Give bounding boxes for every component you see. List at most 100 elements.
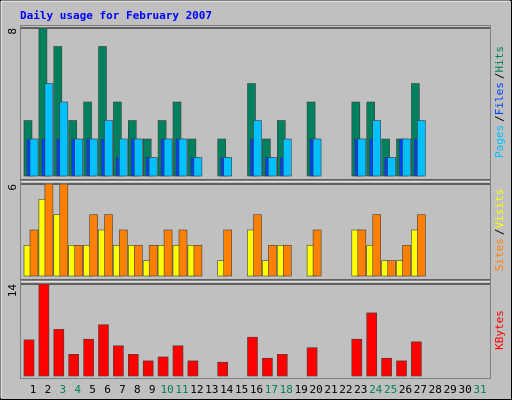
x-tick-label: 19 <box>295 383 308 396</box>
bar <box>372 120 382 177</box>
legend-separator: / <box>493 115 506 122</box>
x-tick-label: 17 <box>265 383 278 396</box>
bar <box>223 229 232 277</box>
x-tick-label: 14 <box>220 383 234 396</box>
bar <box>402 138 411 177</box>
bar <box>83 338 94 377</box>
x-tick-label: 5 <box>89 383 96 396</box>
bar <box>193 245 203 277</box>
x-tick-label: 28 <box>429 383 442 396</box>
x-tick-label: 31 <box>473 383 486 396</box>
legend-entry: Visits <box>493 189 506 229</box>
bar <box>178 138 188 177</box>
bar <box>134 138 143 177</box>
bar <box>253 120 262 177</box>
legend-entry: Hits <box>493 46 506 73</box>
bar <box>148 157 158 177</box>
bar <box>44 183 54 277</box>
x-tick-label: 26 <box>399 383 412 396</box>
y-tick-label: 6 <box>6 184 19 191</box>
bar <box>357 229 367 277</box>
bar <box>247 336 258 377</box>
bar <box>282 245 292 277</box>
bar <box>104 214 113 277</box>
bar <box>44 83 54 177</box>
bar <box>163 138 173 177</box>
bar <box>178 229 188 277</box>
x-tick-label: 27 <box>414 383 427 396</box>
x-tick-label: 12 <box>190 383 203 396</box>
bar <box>187 360 199 377</box>
bar <box>163 229 173 277</box>
legend: KBytes <box>493 310 506 350</box>
x-tick-label: 18 <box>280 383 293 396</box>
bar <box>396 360 407 377</box>
bar <box>402 245 411 277</box>
legend-entry: KBytes <box>493 310 506 350</box>
x-tick-label: 25 <box>384 383 397 396</box>
bar <box>134 245 143 277</box>
bar <box>29 138 39 177</box>
x-tick-label: 21 <box>324 383 337 396</box>
bar <box>59 101 69 177</box>
bar <box>119 138 128 177</box>
bar <box>113 345 124 377</box>
x-tick-label: 30 <box>458 383 471 396</box>
bar <box>89 214 98 277</box>
bar <box>262 357 273 377</box>
x-tick-label: 29 <box>444 383 457 396</box>
legend: Pages/Files/Hits <box>493 46 506 158</box>
x-tick-label: 1 <box>30 383 37 396</box>
bar <box>148 245 158 277</box>
bar <box>312 229 322 277</box>
bar <box>351 338 363 377</box>
bar <box>312 138 322 177</box>
bar <box>74 138 83 177</box>
bar <box>74 245 83 277</box>
legend-entry: Pages <box>493 125 506 158</box>
legend-separator: / <box>493 229 506 236</box>
bar <box>387 260 396 277</box>
bar <box>59 183 69 277</box>
y-tick-label: 8 <box>6 28 19 35</box>
x-tick-label: 6 <box>104 383 111 396</box>
bar <box>157 356 169 377</box>
bar <box>128 354 139 377</box>
legend-entry: Sites <box>493 238 506 271</box>
bar <box>268 157 277 177</box>
x-tick-label: 16 <box>250 383 263 396</box>
x-tick-label: 23 <box>354 383 367 396</box>
bar <box>29 229 39 277</box>
bar <box>119 229 128 277</box>
x-tick-label: 2 <box>45 383 52 396</box>
bar <box>282 138 292 177</box>
bar <box>104 120 113 177</box>
x-tick-label: 11 <box>175 383 188 396</box>
bar <box>89 138 98 177</box>
bar <box>23 339 35 377</box>
bar <box>268 245 277 277</box>
bar <box>68 354 79 377</box>
x-tick-label: 3 <box>59 383 66 396</box>
bar <box>253 214 262 277</box>
bar <box>142 360 154 377</box>
x-tick-label: 4 <box>74 383 81 396</box>
bar <box>411 341 422 377</box>
x-tick-label: 13 <box>205 383 218 396</box>
bar <box>387 157 396 177</box>
plot-area <box>20 25 491 379</box>
chart-title: Daily usage for February 2007 <box>20 9 212 22</box>
x-tick-label: 9 <box>149 383 156 396</box>
bar <box>276 354 288 377</box>
x-tick-label: 8 <box>134 383 141 396</box>
bar <box>217 361 228 377</box>
x-tick-label: 7 <box>119 383 126 396</box>
legend: Sites /Visits <box>493 189 506 272</box>
bar <box>381 357 392 377</box>
legend-separator: / <box>493 73 506 80</box>
x-tick-label: 20 <box>309 383 322 396</box>
y-tick-label: 14 <box>6 284 19 298</box>
x-tick-label: 22 <box>339 383 352 396</box>
bar <box>172 345 184 377</box>
